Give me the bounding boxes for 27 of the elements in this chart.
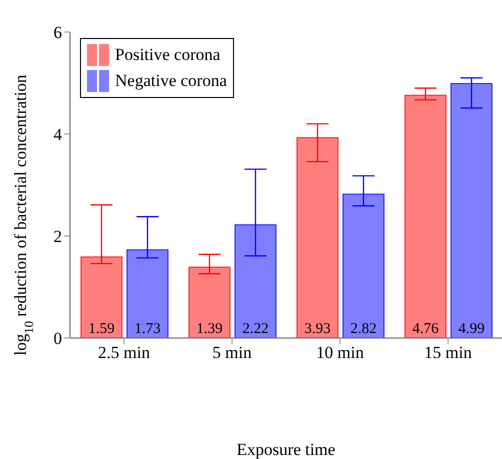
y-tick-label: 2 <box>54 227 62 246</box>
legend-label: Negative corona <box>115 70 227 92</box>
data-label: 2.22 <box>242 321 269 337</box>
bar <box>404 94 446 338</box>
data-label: 4.99 <box>458 321 485 337</box>
data-label: 4.76 <box>412 321 440 337</box>
y-tick-label: 4 <box>54 125 62 144</box>
y-tick-label: 0 <box>54 329 62 348</box>
x-tick-label: 10 min <box>316 343 364 362</box>
data-label: 1.59 <box>88 321 115 337</box>
data-label: 1.73 <box>134 321 161 337</box>
bar <box>188 266 230 338</box>
bar <box>234 224 276 338</box>
bar <box>342 194 384 338</box>
data-label: 1.39 <box>196 321 223 337</box>
data-label: 3.93 <box>304 321 331 337</box>
bar <box>80 256 122 338</box>
x-axis-title: Exposure time <box>236 440 336 459</box>
bar <box>126 249 168 338</box>
x-tick-label: 2.5 min <box>98 343 150 362</box>
y-tick-label: 6 <box>54 23 62 42</box>
data-label: 2.82 <box>350 321 377 337</box>
x-tick-label: 5 min <box>212 343 252 362</box>
x-tick-label: 15 min <box>424 343 472 362</box>
bar <box>296 137 338 338</box>
legend-label: Positive corona <box>115 44 220 66</box>
bar <box>450 83 492 338</box>
